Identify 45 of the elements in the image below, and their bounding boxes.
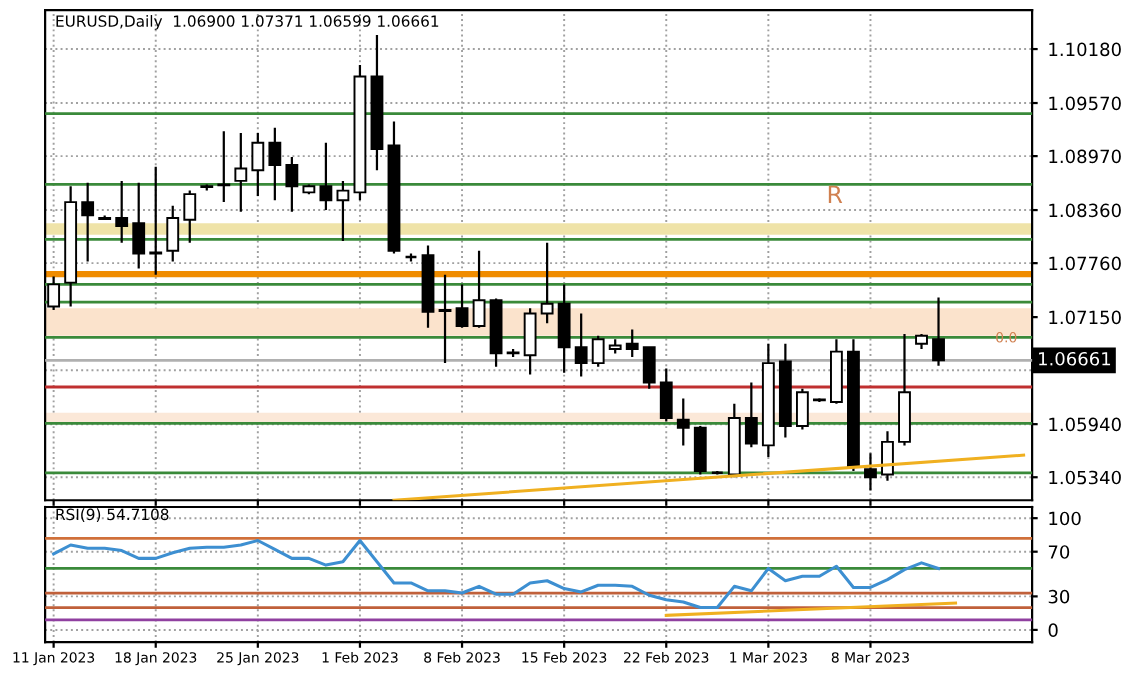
ref-line-label: 1.06661	[1039, 351, 1111, 366]
candlestick	[881, 430, 894, 482]
candlestick	[132, 181, 146, 270]
y-tick-label: 1.05940	[1049, 417, 1121, 432]
annotation: R	[828, 185, 843, 203]
candlestick	[319, 141, 333, 212]
candlestick	[642, 346, 656, 390]
candlestick	[115, 179, 129, 244]
y-tick-label: 0	[1048, 623, 1058, 638]
y-tick-label: 30	[1048, 589, 1070, 604]
candlestick	[472, 249, 486, 329]
candlestick	[81, 181, 95, 263]
candlestick	[557, 283, 571, 374]
candlestick	[336, 179, 350, 243]
candlestick	[251, 132, 265, 198]
y-tick-label: 1.07760	[1049, 256, 1121, 271]
candlestick	[591, 334, 605, 368]
candlestick	[932, 296, 945, 367]
candlestick	[795, 387, 809, 431]
y-tick-label: 1.08360	[1049, 203, 1121, 218]
candlestick	[744, 381, 758, 449]
y-tick-label: 1.09570	[1049, 96, 1121, 111]
y-tick-label: 100	[1049, 511, 1081, 526]
candlestick	[659, 367, 673, 423]
candlestick	[166, 204, 180, 263]
candlestick	[864, 452, 877, 492]
candlestick	[523, 307, 537, 376]
candlestick	[285, 155, 299, 213]
y-tick-label: 1.08970	[1049, 149, 1121, 164]
candlestick	[234, 132, 248, 213]
y-tick-label: 1.10180	[1049, 42, 1121, 57]
candlestick	[455, 283, 469, 329]
candlestick	[438, 273, 452, 365]
candlestick	[676, 397, 690, 447]
y-tick-label: 1.07150	[1049, 310, 1121, 325]
candlestick	[574, 312, 588, 378]
y-tick-label: 70	[1048, 545, 1070, 559]
line-series	[52, 538, 941, 610]
y-tick-label: 1.05340	[1049, 470, 1121, 485]
candlestick	[217, 130, 231, 204]
candlestick	[268, 126, 282, 202]
candlestick	[540, 241, 554, 325]
candlestick	[183, 189, 197, 244]
candlestick	[693, 424, 707, 476]
candlestick	[625, 328, 639, 359]
